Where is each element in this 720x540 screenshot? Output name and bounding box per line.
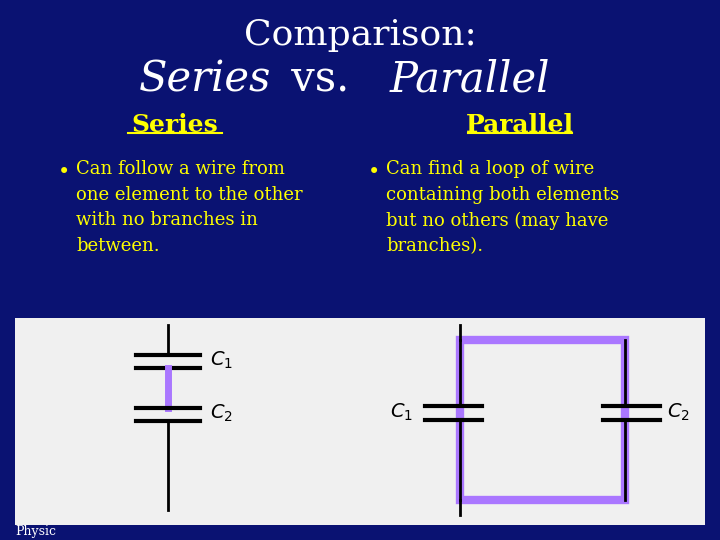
- Text: Parallel: Parallel: [466, 113, 574, 137]
- Text: Series: Series: [132, 113, 218, 137]
- Text: Series: Series: [139, 59, 271, 101]
- Text: Physic: Physic: [15, 525, 56, 538]
- Text: Can follow a wire from
one element to the other
with no branches in
between.: Can follow a wire from one element to th…: [76, 160, 302, 255]
- Text: Comparison:: Comparison:: [243, 18, 477, 52]
- Text: •: •: [368, 162, 380, 182]
- Text: $C_1$: $C_1$: [210, 350, 233, 372]
- Text: Can find a loop of wire
containing both elements
but no others (may have
branche: Can find a loop of wire containing both …: [386, 160, 619, 255]
- Text: •: •: [58, 162, 71, 182]
- Bar: [460, 340, 625, 500]
- Bar: [15, 318, 705, 525]
- Text: $C_1$: $C_1$: [390, 402, 413, 423]
- Text: vs.: vs.: [278, 59, 362, 101]
- Text: Parallel: Parallel: [390, 59, 550, 101]
- Text: $C_2$: $C_2$: [210, 403, 233, 424]
- Text: $C_2$: $C_2$: [667, 402, 690, 423]
